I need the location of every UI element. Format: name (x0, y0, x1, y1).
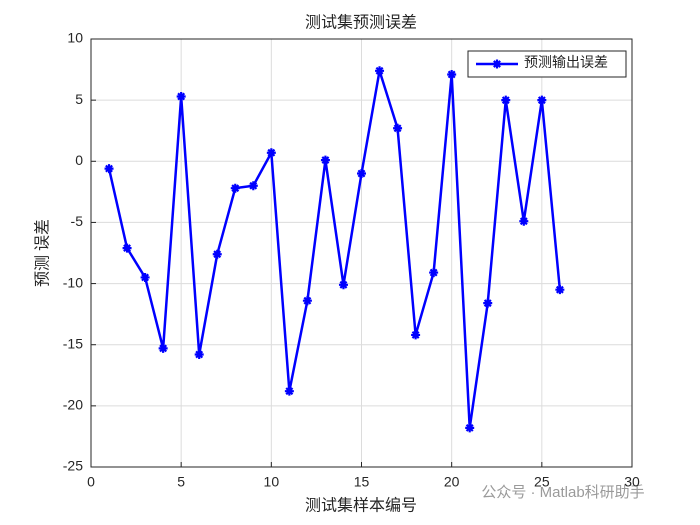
data-marker (140, 272, 150, 282)
data-marker (104, 164, 114, 174)
x-tick-label: 10 (264, 474, 280, 490)
x-tick-label: 5 (177, 474, 185, 490)
data-marker (212, 249, 222, 259)
data-marker (537, 95, 547, 105)
y-axis-label: 预测 误差 (34, 219, 52, 287)
data-marker (248, 181, 258, 191)
x-tick-label: 20 (444, 474, 460, 490)
x-tick-label: 0 (87, 474, 95, 490)
data-marker (465, 423, 475, 433)
data-line (107, 70, 562, 429)
x-tick-label: 15 (354, 474, 370, 490)
y-tick-label: -5 (71, 213, 84, 229)
data-marker (357, 169, 366, 179)
legend-label: 预测输出误差 (524, 55, 608, 71)
data-marker (519, 216, 529, 226)
chart-title: 测试集预测误差 (305, 14, 417, 32)
data-marker (194, 349, 204, 359)
axes-box (90, 38, 633, 468)
data-marker (483, 298, 493, 308)
data-marker (501, 95, 511, 105)
data-marker (555, 285, 565, 295)
y-tick-label: 0 (75, 152, 83, 168)
watermark: 公众号 · Matlab科研助手 (481, 484, 644, 501)
data-marker (284, 386, 294, 396)
data-marker (122, 243, 132, 253)
data-marker (375, 66, 385, 76)
x-axis-label: 测试集样本编号 (305, 497, 417, 515)
data-marker (158, 343, 168, 353)
data-marker (266, 148, 276, 158)
y-tick-label: -25 (63, 458, 83, 474)
data-marker (320, 155, 330, 165)
y-tick-label: -10 (63, 274, 83, 290)
data-marker (411, 330, 421, 340)
x-tick-label: 30 (624, 474, 640, 490)
y-tick-label: 5 (75, 91, 83, 107)
y-tick-label: -20 (63, 397, 83, 413)
data-marker (429, 268, 439, 278)
data-marker (302, 296, 312, 306)
data-marker (230, 183, 240, 193)
data-marker (447, 69, 457, 79)
y-tick-label: -15 (63, 335, 83, 351)
y-tick-label: 10 (67, 30, 83, 46)
x-tick-label: 25 (534, 474, 550, 490)
data-marker (176, 91, 186, 101)
legend-marker (492, 59, 502, 69)
data-marker (393, 123, 403, 133)
data-marker (338, 280, 348, 290)
